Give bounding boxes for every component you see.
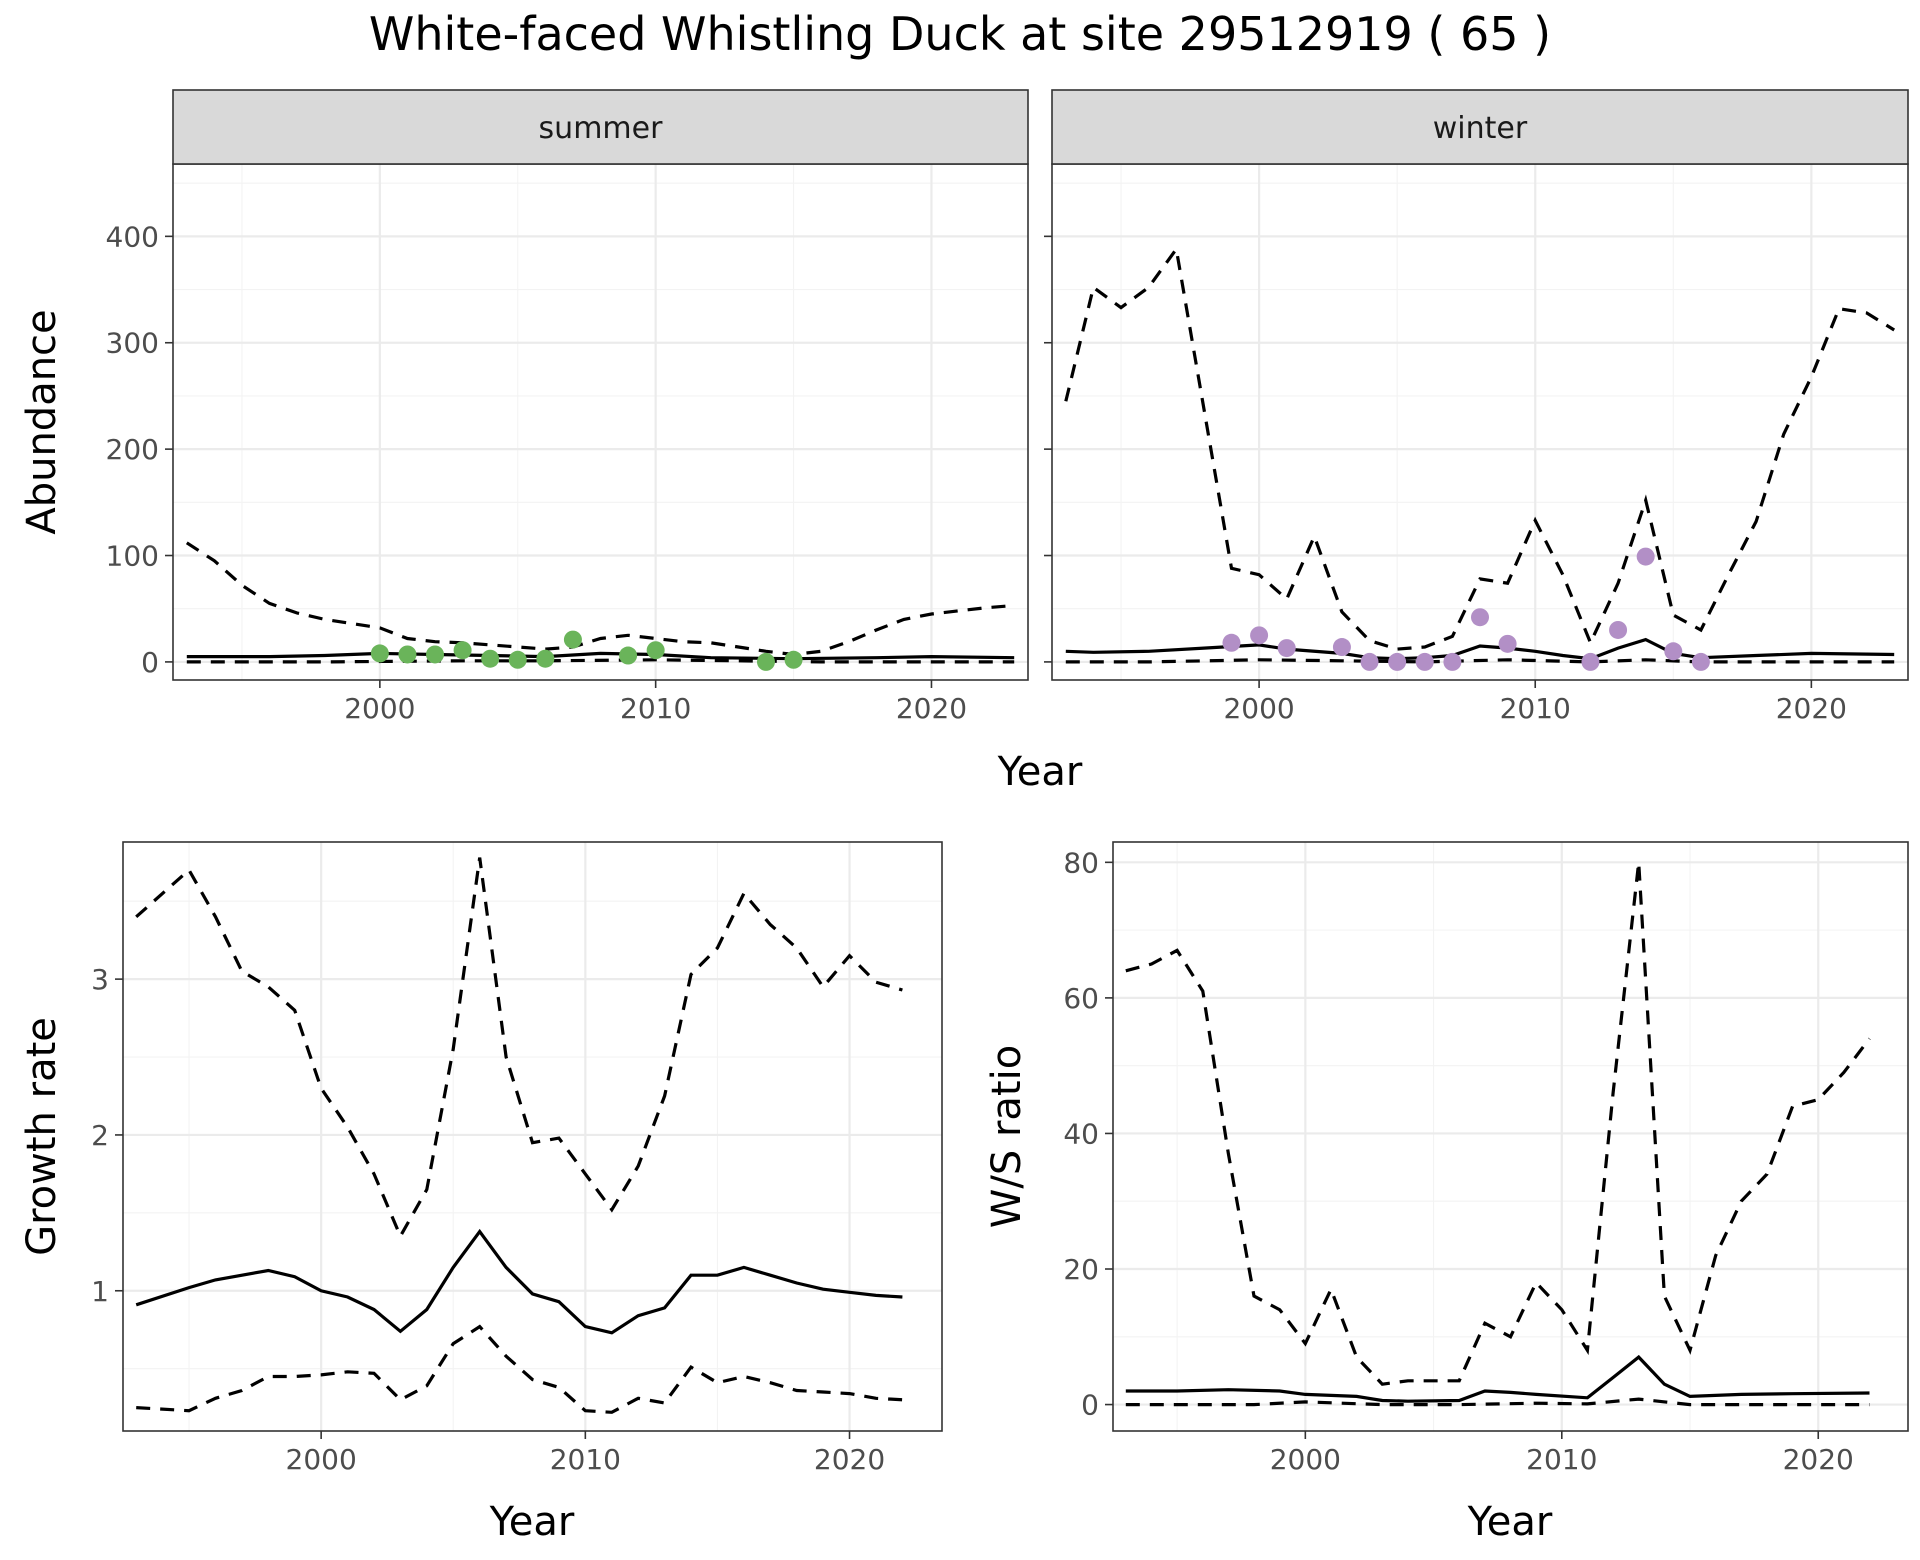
x-tick-label: 2010: [1500, 692, 1571, 725]
panel-border: [1112, 841, 1909, 1432]
y-tick-label: 80: [1063, 846, 1099, 879]
x-tick-label: 2010: [1526, 1443, 1597, 1476]
y-tick-label: 1: [91, 1275, 109, 1308]
observed-point: [426, 645, 445, 664]
x-tick-label: 2020: [1783, 1443, 1854, 1476]
observed-point: [646, 641, 665, 660]
observed-point: [1691, 652, 1710, 671]
observed-point: [1664, 642, 1683, 661]
y-tick-label: 2: [91, 1119, 109, 1152]
observed-point: [1609, 620, 1628, 639]
facet-winter: winter 2000 2010 2020: [1044, 89, 1909, 725]
observed-point: [536, 649, 555, 668]
observed-point: [563, 630, 582, 649]
observed-point: [756, 652, 775, 671]
y-tick-label: 60: [1063, 982, 1099, 1015]
observed-point: [1498, 634, 1517, 653]
y-tick-label: 20: [1063, 1253, 1099, 1286]
estimate-line: [135, 1228, 903, 1335]
panel-border: [172, 163, 1029, 681]
x-tick-label: 2020: [814, 1443, 885, 1476]
y-tick-label: 0: [141, 646, 159, 679]
y-tick-label: 3: [91, 963, 109, 996]
observed-point: [453, 641, 472, 660]
observed-point: [1250, 626, 1269, 645]
panel-border: [122, 841, 943, 1432]
estimate-line: [1125, 1354, 1870, 1403]
observed-point: [1471, 608, 1489, 627]
panel-border: [1051, 163, 1909, 681]
y-tick-label: 100: [106, 540, 159, 573]
facet-strip: [172, 89, 1029, 165]
observed-point: [1443, 652, 1462, 671]
x-axis-title: Year: [997, 749, 1083, 795]
observed-point: [784, 650, 803, 669]
x-tick-label: 2010: [620, 692, 691, 725]
observed-point: [1332, 638, 1351, 657]
y-tick-label: 400: [106, 220, 159, 253]
observed-point: [1581, 652, 1600, 671]
chart-title: White-faced Whistling Duck at site 29512…: [369, 7, 1551, 61]
observed-point: [619, 646, 638, 665]
estimate-line: [1065, 637, 1895, 661]
estimate-line: [186, 651, 1015, 661]
observed-point: [481, 649, 500, 668]
panel-growth: 2000 2010 2020 1 2 3 Year Growth rate: [19, 841, 943, 1545]
observed-point: [398, 645, 417, 664]
facet-strip-label: winter: [1433, 111, 1528, 146]
y-tick-label: 200: [106, 433, 159, 466]
lower-ci-line: [136, 1324, 903, 1414]
upper-ci-line: [185, 541, 1015, 657]
x-tick-label: 2000: [1270, 1443, 1341, 1476]
observed-point: [1636, 547, 1655, 566]
x-tick-label: 2010: [550, 1443, 621, 1476]
observed-point: [1388, 652, 1407, 671]
facet-strip-label: summer: [539, 111, 664, 146]
lower-ci-line: [1065, 658, 1895, 664]
y-tick-label: 300: [106, 327, 159, 360]
panel-ratio: 2000 2010 2020 0 20 40 60 80 Year W/S ratio: [984, 841, 1909, 1545]
y-tick-label: 0: [1081, 1389, 1099, 1422]
y-axis-title: W/S ratio: [984, 1045, 1030, 1228]
x-axis-title: Year: [1467, 1499, 1553, 1545]
lower-ci-line: [1125, 1397, 1870, 1407]
x-tick-label: 2000: [1223, 692, 1294, 725]
observed-point: [1277, 639, 1296, 658]
y-axis-title: Growth rate: [19, 1017, 65, 1256]
x-tick-label: 2020: [896, 692, 967, 725]
x-tick-label: 2000: [286, 1443, 357, 1476]
observed-point: [1415, 652, 1434, 671]
observed-point: [508, 650, 527, 669]
facet-strip: [1051, 89, 1909, 165]
lower-ci-line: [186, 658, 1015, 664]
upper-ci-line: [135, 857, 903, 1240]
x-tick-label: 2000: [344, 692, 415, 725]
observed-point: [370, 644, 389, 663]
x-axis-title: Year: [489, 1499, 575, 1545]
y-tick-label: 40: [1063, 1117, 1099, 1150]
y-axis-title: Abundance: [19, 309, 65, 534]
facet-summer: summer 2000 2010 2020 0 100 200 300 400: [106, 89, 1029, 725]
observed-point: [1360, 652, 1379, 671]
x-tick-label: 2020: [1776, 692, 1847, 725]
observed-point: [1222, 633, 1241, 652]
upper-ci-line: [1125, 862, 1871, 1386]
